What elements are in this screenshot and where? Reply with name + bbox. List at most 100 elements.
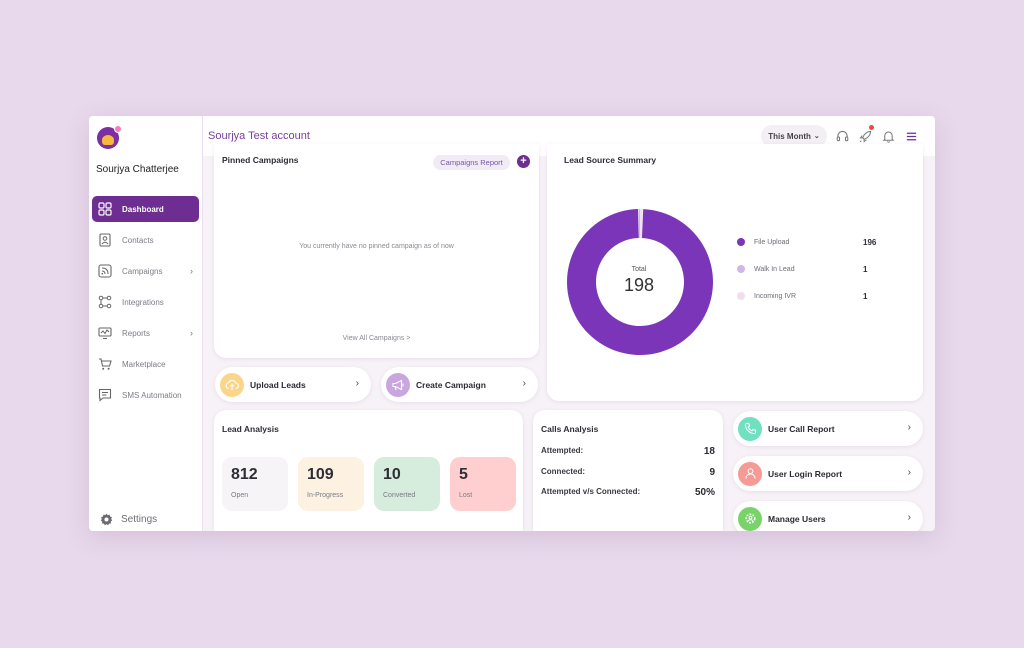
headset-icon[interactable] (835, 129, 849, 143)
donut-slice-file-upload[interactable] (567, 209, 713, 355)
user-icon (738, 461, 762, 486)
calls-row-label: Attempted: (541, 446, 584, 455)
stat-value: 109 (307, 466, 334, 483)
megaphone-icon (386, 372, 410, 397)
chevron-down-icon: ⌄ (813, 133, 820, 140)
stat-label: Converted (383, 492, 416, 499)
legend-dot (737, 292, 745, 300)
sidebar-item-label: Contacts (122, 235, 154, 245)
stat-converted[interactable]: 10 Converted (374, 457, 440, 511)
legend-dot (737, 238, 745, 246)
stat-lost[interactable]: 5 Lost (450, 457, 516, 511)
logo-badge (114, 125, 122, 133)
reports-icon (98, 326, 112, 340)
stat-label: Open (231, 492, 249, 499)
donut-slice-incoming-ivr[interactable] (640, 209, 643, 239)
settings-label: Settings (121, 513, 158, 525)
bell-icon[interactable] (881, 129, 895, 143)
chevron-right-icon: › (522, 378, 526, 389)
chevron-right-icon: › (907, 512, 911, 523)
lead-source-title: Lead Source Summary (564, 155, 657, 165)
legend-label: Walk In Lead (754, 265, 795, 273)
sidebar-item-marketplace[interactable]: Marketplace (92, 351, 199, 377)
legend-value: 196 (863, 237, 877, 247)
calls-analysis-title: Calls Analysis (541, 424, 599, 434)
campaigns-report-button[interactable]: Campaigns Report (433, 155, 510, 170)
brand-logo[interactable] (97, 125, 122, 149)
gear-icon (99, 512, 113, 526)
integrations-icon (98, 295, 112, 309)
user-call-report-label: User Call Report (768, 423, 835, 434)
create-campaign-button[interactable]: Create Campaign › (381, 367, 538, 402)
upload-leads-label: Upload Leads (250, 379, 306, 390)
chevron-right-icon: › (907, 422, 911, 433)
chevron-right-icon: › (190, 266, 193, 276)
empty-campaigns-message: You currently have no pinned campaign as… (299, 243, 454, 250)
sidebar-item-contacts[interactable]: Contacts (92, 227, 199, 253)
stat-label: In-Progress (307, 492, 344, 499)
legend-item-incoming-ivr: Incoming IVR 1 (737, 291, 877, 301)
calls-row-value: 18 (703, 446, 715, 457)
user-name: Sourjya Chatterjee (96, 164, 179, 175)
sidebar: Sourjya Chatterjee Dashboard Contacts Ca… (89, 116, 203, 531)
sidebar-item-label: Integrations (122, 297, 164, 307)
dashboard-icon (98, 202, 112, 216)
sidebar-item-sms-automation[interactable]: SMS Automation (92, 382, 199, 408)
period-dropdown[interactable]: This Month ⌄ (761, 125, 827, 147)
calls-row-value: 50% (694, 487, 715, 498)
account-name: Sourjya Test account (208, 130, 310, 142)
rocket-icon[interactable] (858, 125, 874, 143)
donut-total-value: 198 (623, 275, 655, 295)
pinned-campaigns-title: Pinned Campaigns (222, 155, 299, 165)
view-all-campaigns-link[interactable]: View All Campaigns > (342, 335, 411, 342)
upload-leads-button[interactable]: Upload Leads › (215, 367, 371, 402)
chevron-right-icon: › (907, 467, 911, 478)
notification-dot (869, 125, 874, 130)
sidebar-item-label: Campaigns (122, 266, 163, 276)
stat-label: Lost (459, 492, 473, 499)
sidebar-item-label: Marketplace (122, 359, 166, 369)
logo-face (102, 135, 114, 145)
pinned-campaigns-card: Pinned Campaigns Campaigns Report + You … (214, 144, 539, 358)
legend-item-walk-in-lead: Walk In Lead 1 (737, 264, 877, 274)
contacts-icon (98, 233, 112, 247)
lead-analysis-card: Lead Analysis 812 Open 109 In-Progress 1… (214, 410, 523, 531)
sidebar-item-label: SMS Automation (122, 390, 182, 400)
sidebar-item-dashboard[interactable]: Dashboard (92, 196, 199, 222)
phone-icon (738, 416, 762, 441)
sidebar-item-label: Dashboard (122, 204, 164, 214)
legend-label: Incoming IVR (754, 292, 797, 300)
period-label: This Month (768, 131, 811, 141)
legend-item-file-upload: File Upload 196 (737, 237, 877, 247)
calls-row-ratio: Attempted v/s Connected: 50% (541, 487, 715, 498)
chevron-right-icon: › (355, 378, 359, 389)
legend-label: File Upload (754, 238, 790, 246)
upload-icon (220, 372, 244, 397)
manage-users-button[interactable]: Manage Users › (733, 501, 923, 531)
stat-in-progress[interactable]: 109 In-Progress (298, 457, 364, 511)
sidebar-item-reports[interactable]: Reports › (92, 320, 199, 346)
calls-row-label: Attempted v/s Connected: (541, 487, 641, 496)
sidebar-item-integrations[interactable]: Integrations (92, 289, 199, 315)
user-login-report-button[interactable]: User Login Report › (733, 456, 923, 491)
settings-link[interactable]: Settings (99, 512, 157, 526)
stat-value: 5 (459, 466, 468, 483)
stat-open[interactable]: 812 Open (222, 457, 288, 511)
lead-source-summary-card: Lead Source Summary Total 198 File Uploa… (547, 144, 923, 401)
create-campaign-label: Create Campaign (416, 379, 486, 390)
menu-icon[interactable] (904, 129, 918, 143)
sidebar-nav: Dashboard Contacts Campaigns › Integrat (92, 196, 199, 413)
users-gear-icon (738, 506, 762, 531)
user-call-report-button[interactable]: User Call Report › (733, 411, 923, 446)
legend-dot (737, 265, 745, 273)
stat-value: 812 (231, 466, 258, 483)
legend-value: 1 (863, 264, 868, 274)
legend-value: 1 (863, 291, 868, 301)
calls-row-connected: Connected: 9 (541, 467, 715, 478)
donut-total-label: Total (631, 266, 647, 273)
lead-source-donut-chart (567, 209, 713, 355)
add-campaign-button[interactable]: + (517, 155, 530, 168)
sidebar-item-campaigns[interactable]: Campaigns › (92, 258, 199, 284)
app-window: Sourjya Chatterjee Dashboard Contacts Ca… (89, 116, 935, 531)
donut-slice-walk-in-lead[interactable] (638, 209, 641, 239)
